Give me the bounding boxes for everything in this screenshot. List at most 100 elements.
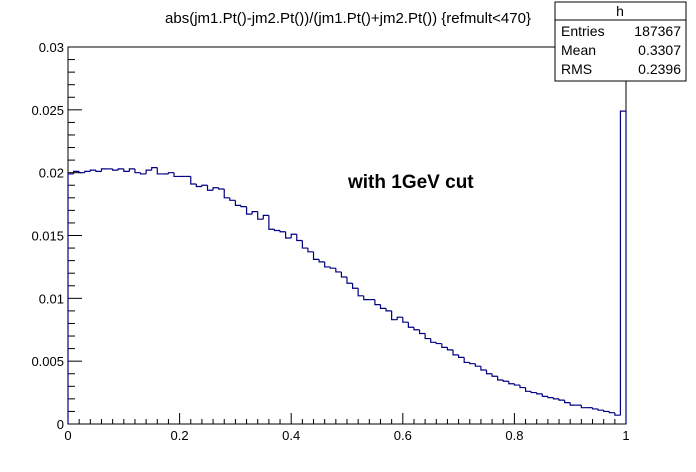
histogram-bin <box>67 173 74 424</box>
histogram-bin <box>318 259 325 263</box>
histogram-bin <box>446 347 454 351</box>
histogram-bin <box>245 206 253 215</box>
histogram-bin <box>78 171 85 174</box>
stats-box-name: h <box>616 3 624 19</box>
histogram-bin <box>307 248 314 253</box>
histogram-bin <box>508 381 515 385</box>
histogram-bin <box>296 234 303 242</box>
histogram-bin <box>324 261 331 268</box>
histogram-bin <box>458 354 465 358</box>
histogram-bin <box>396 316 403 320</box>
histogram-bin <box>552 397 560 400</box>
histogram-bin <box>547 396 554 399</box>
histogram-bin <box>123 168 130 173</box>
histogram-bin <box>441 343 448 348</box>
chart-title: abs(jm1.Pt()-jm2.Pt())/(jm1.Pt()+jm2.Pt(… <box>165 10 531 27</box>
histogram-bin <box>301 240 308 249</box>
histogram-bin <box>312 251 320 260</box>
y-tick-label: 0.025 <box>31 103 64 118</box>
histogram-bin <box>524 387 532 392</box>
histogram-bin <box>329 266 336 269</box>
histogram-bin <box>229 197 236 201</box>
histogram-bin <box>474 363 481 367</box>
stats-mean-label: Mean <box>561 42 596 58</box>
histogram-bin <box>262 214 269 220</box>
stats-mean-value: 0.3307 <box>638 42 681 58</box>
histogram-bin <box>608 411 615 414</box>
histogram-bin <box>257 211 264 220</box>
y-tick-label: 0.015 <box>31 229 64 244</box>
stats-box: h Entries 187367 Mean 0.3307 RMS 0.2396 <box>554 1 687 82</box>
histogram-bin <box>251 211 258 215</box>
histogram-bin <box>407 322 414 328</box>
histogram-bin <box>497 376 504 381</box>
histogram-bin <box>379 304 387 309</box>
histogram-bin <box>485 369 493 375</box>
histogram-bin <box>536 392 543 395</box>
histogram-bin <box>430 338 437 343</box>
histogram-bin <box>614 412 621 416</box>
histogram-bin <box>279 230 286 233</box>
histogram-bin <box>385 308 392 312</box>
x-tick-label: 0.8 <box>505 428 523 443</box>
histogram-bin <box>424 333 431 340</box>
histogram-bin <box>402 317 409 323</box>
histogram-bin <box>502 380 509 382</box>
histogram-bin <box>72 170 80 174</box>
histogram-bin <box>519 385 526 389</box>
histogram-bin <box>351 283 359 289</box>
histogram-bin <box>173 172 180 178</box>
histogram-bin <box>346 276 353 284</box>
y-tick-label: 0.005 <box>31 354 64 369</box>
x-tick-label: 1 <box>622 428 629 443</box>
histogram-bin <box>469 362 476 365</box>
histogram-series <box>67 110 627 424</box>
stats-entries-label: Entries <box>561 23 605 39</box>
histogram-bin <box>569 402 576 406</box>
histogram-bin <box>206 185 214 191</box>
histogram-bin <box>151 167 158 171</box>
histogram-bin <box>603 410 610 413</box>
x-tick-label: 0.4 <box>282 428 300 443</box>
y-tick-label: 0.03 <box>39 40 64 55</box>
histogram-bin <box>117 168 124 171</box>
histogram-bin <box>564 400 571 404</box>
y-axis-ticks: 0 0.005 0.01 0.015 0.02 0.025 0.03 <box>31 40 82 432</box>
stats-rms-label: RMS <box>561 61 592 77</box>
y-tick-label: 0.02 <box>39 166 64 181</box>
x-tick-label: 0.2 <box>171 428 189 443</box>
histogram-bin <box>112 168 119 171</box>
histogram-bin <box>580 405 587 409</box>
histogram-bin <box>201 184 208 187</box>
histogram-bin <box>357 288 364 297</box>
stats-entries-value: 187367 <box>634 23 681 39</box>
histogram-bin <box>513 383 520 386</box>
histogram-bin <box>95 170 102 173</box>
y-tick-label: 0.01 <box>39 291 64 306</box>
histogram-bin <box>530 391 537 394</box>
stats-box-frame <box>554 1 687 82</box>
histogram-bin <box>195 183 202 188</box>
histogram-bin <box>340 271 347 278</box>
histogram-bin <box>418 329 426 335</box>
histogram-bin <box>435 342 442 345</box>
histogram-bin <box>190 176 197 185</box>
histogram-bin <box>335 268 342 273</box>
histogram-bin <box>139 172 147 175</box>
histogram-bin <box>128 168 135 172</box>
x-tick-label: 0.6 <box>394 428 412 443</box>
histogram-bin <box>480 366 487 371</box>
histogram-bin <box>363 295 370 301</box>
histogram-bin <box>597 408 604 411</box>
histogram-bin <box>145 169 152 174</box>
cut-annotation: with 1GeV cut <box>347 172 474 193</box>
histogram-bin <box>290 233 297 239</box>
histogram-bin <box>268 215 275 230</box>
histogram-bin <box>374 299 381 306</box>
histogram-bin <box>167 172 175 174</box>
histogram-bin <box>84 170 91 173</box>
x-tick-label: 0 <box>64 428 71 443</box>
histogram-bin <box>463 357 470 364</box>
histogram-bin <box>89 169 96 172</box>
